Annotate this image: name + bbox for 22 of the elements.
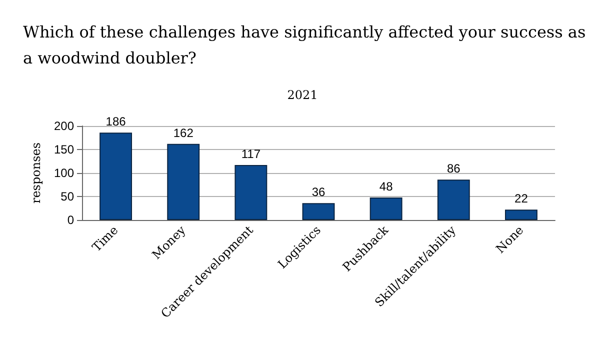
data-label: 36 (312, 185, 326, 200)
y-axis-title: responses (29, 142, 43, 204)
bar (234, 165, 268, 220)
data-label: 162 (173, 126, 194, 140)
bar (100, 132, 132, 220)
y-tick-label: 150 (54, 142, 74, 156)
data-label: 48 (379, 179, 394, 194)
y-tick-label: 50 (60, 190, 74, 204)
bar (370, 197, 402, 220)
data-label: 186 (106, 114, 126, 129)
y-tick-label: 200 (54, 119, 74, 133)
chart-title: Which of these challenges have significantly affected your success as a woodwind doubler? (23, 22, 591, 68)
y-tick-label: 100 (54, 166, 74, 180)
y-tick-label: 0 (67, 213, 74, 227)
chart-subtitle: 2021 (287, 88, 318, 102)
bar (437, 180, 470, 220)
bar (167, 144, 200, 220)
data-label: 117 (241, 147, 261, 162)
bar (504, 210, 538, 220)
data-label: 86 (446, 162, 461, 176)
data-label: 22 (514, 192, 528, 206)
bar (302, 203, 335, 220)
